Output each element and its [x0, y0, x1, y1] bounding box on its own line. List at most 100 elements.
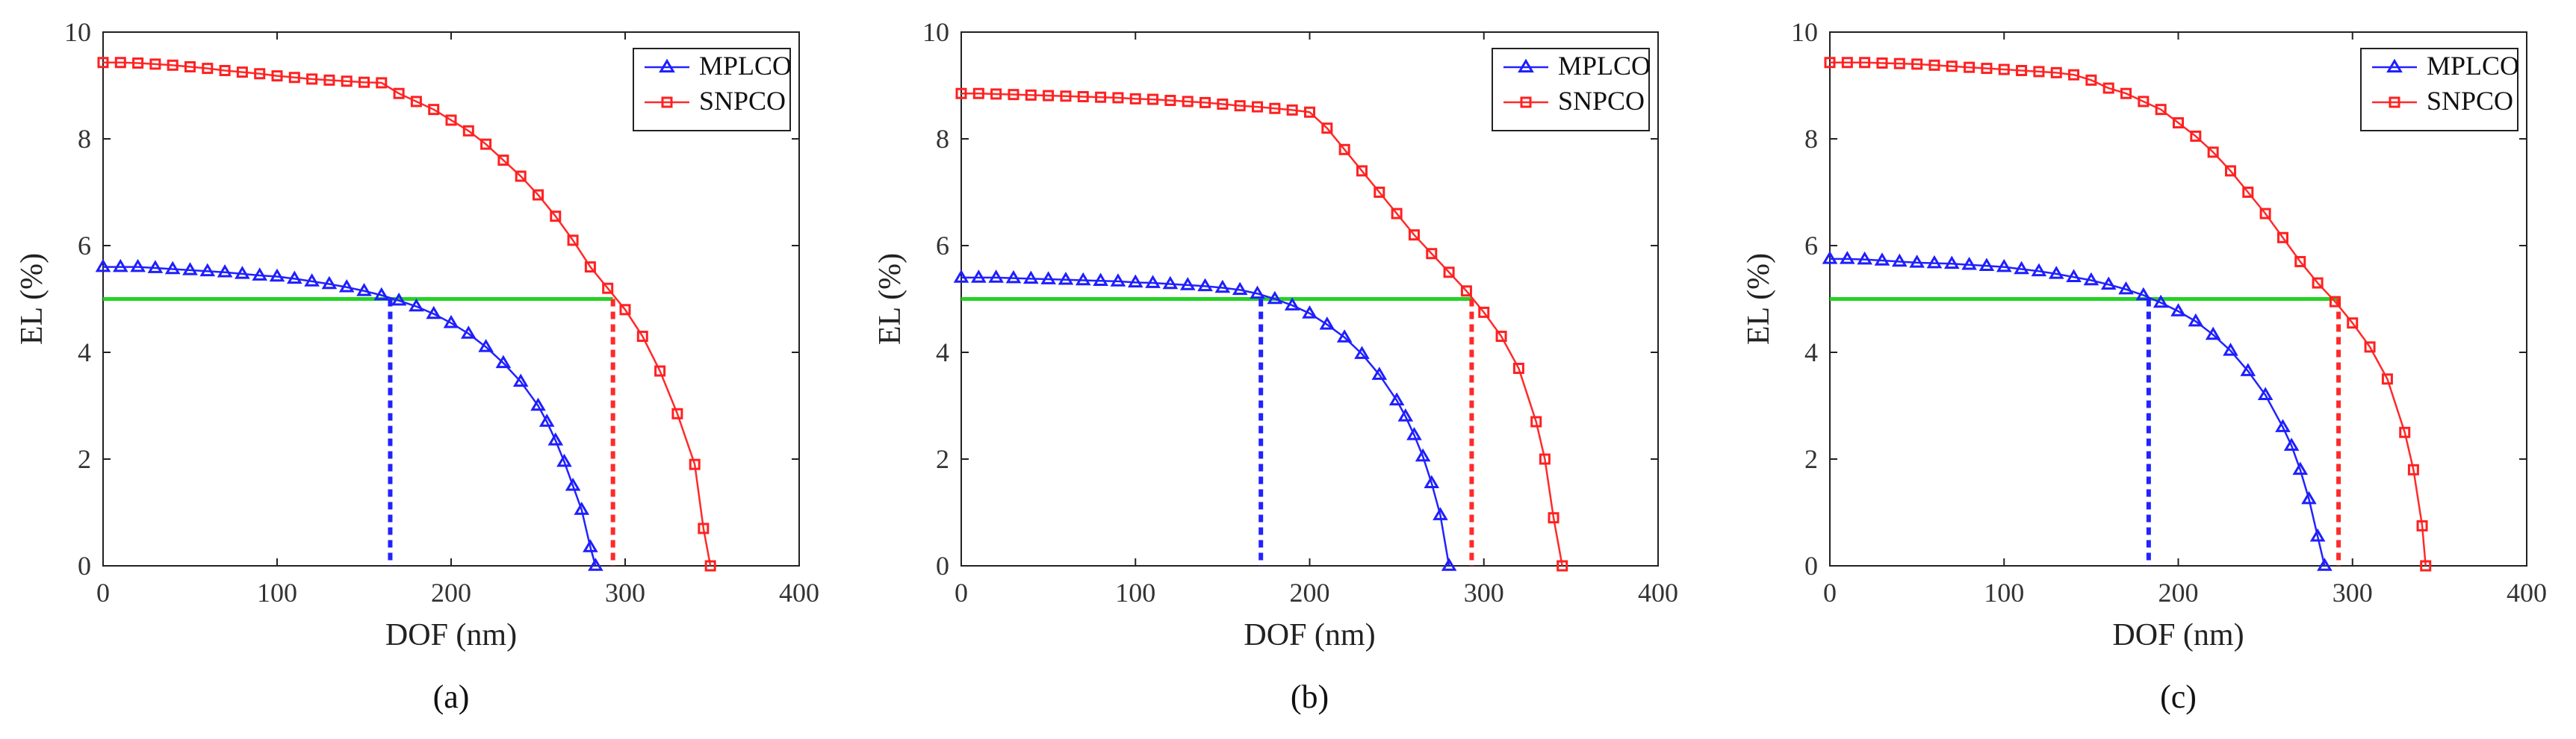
snpco-point	[2102, 82, 2114, 94]
mplco-point	[2066, 269, 2082, 282]
snpco-point	[1095, 91, 1107, 103]
y-tick-label: 6	[1804, 231, 1818, 261]
y-tick-label: 0	[78, 551, 91, 581]
legend-mplco-marker	[2386, 58, 2403, 73]
mplco-point	[460, 325, 477, 339]
mplco-point	[1909, 255, 1925, 268]
mplco-point	[565, 477, 581, 491]
snpco-point	[671, 408, 683, 420]
x-tick-label: 200	[1290, 578, 1330, 608]
y-tick-label: 8	[78, 124, 91, 154]
snpco-point	[584, 261, 596, 273]
snpco-point	[2407, 464, 2419, 475]
x-tick-label: 100	[1115, 578, 1155, 608]
mplco-point	[1961, 256, 1977, 270]
mplco-point	[164, 261, 181, 275]
mplco-point	[1267, 290, 1283, 305]
mplco-series-line	[103, 266, 597, 567]
snpco-point	[497, 155, 509, 166]
mplco-point	[1857, 251, 1872, 265]
snpco-point	[689, 458, 701, 470]
y-tick-label: 10	[64, 17, 91, 47]
mplco-point	[1874, 252, 1890, 266]
snpco-point	[2016, 64, 2028, 76]
snpco-point	[2276, 231, 2288, 243]
snpco-point	[1946, 60, 1958, 72]
x-tick-label: 400	[779, 578, 819, 608]
mplco-point	[1214, 279, 1231, 293]
snpco-point	[1199, 96, 1211, 108]
y-tick-label: 8	[936, 124, 949, 154]
snpco-point	[2068, 69, 2080, 81]
snpco-point	[1443, 266, 1455, 278]
mplco-point	[1179, 277, 1196, 290]
mplco-point	[391, 292, 407, 306]
mplco-point	[1162, 275, 1179, 290]
mplco-point	[1822, 251, 1838, 264]
snpco-point	[254, 68, 266, 80]
snpco-point	[636, 331, 648, 343]
snpco-point	[2420, 560, 2432, 572]
mplco-point	[1433, 507, 1448, 520]
snpco-point	[1129, 93, 1141, 105]
chart-panel-b: 0 100 200 300 400 0 2 4 6 8 10 DOF (nm) EL (%) MPLCO S…	[873, 17, 1678, 715]
snpco-point	[972, 87, 984, 99]
snpco-point	[2138, 96, 2150, 107]
snpco-point	[2085, 74, 2097, 86]
mplco-point	[1891, 253, 1908, 267]
mplco-point	[2301, 490, 2317, 505]
snpco-point	[1824, 57, 1836, 69]
mplco-point	[530, 397, 546, 411]
mplco-point	[574, 502, 590, 515]
mplco-point	[130, 258, 146, 272]
x-tick-label: 300	[605, 578, 645, 608]
mplco-point	[2100, 276, 2117, 290]
mplco-point	[1397, 408, 1414, 422]
snpco-point	[1164, 95, 1176, 107]
mplco-point	[1075, 272, 1091, 286]
snpco-point	[149, 58, 161, 70]
mplco-point	[588, 558, 603, 571]
x-tick-label: 200	[2158, 578, 2199, 608]
snpco-point	[1008, 89, 1019, 101]
x-tick-label: 300	[2333, 578, 2373, 608]
mplco-point	[1093, 272, 1108, 286]
snpco-point	[698, 523, 710, 534]
snpco-series-line	[103, 61, 712, 567]
snpco-point	[1893, 57, 1905, 69]
legend-label-mplco: MPLCO	[1558, 51, 1651, 81]
snpco-point	[2155, 104, 2167, 116]
mplco-point	[512, 373, 529, 387]
snpco-point	[1408, 229, 1420, 241]
snpco-point	[288, 72, 300, 84]
snpco-point	[1539, 453, 1551, 465]
snpco-point	[97, 57, 109, 69]
snpco-point	[1876, 57, 1888, 69]
x-tick-label: 0	[955, 578, 968, 608]
snpco-point	[410, 96, 422, 107]
mplco-point	[1406, 427, 1422, 440]
snpco-point	[2242, 187, 2254, 198]
y-tick-label: 6	[78, 231, 91, 261]
x-axis-label: DOF (nm)	[385, 618, 517, 652]
snpco-point	[1998, 63, 2010, 75]
snpco-point	[2312, 277, 2324, 289]
snpco-point	[1981, 63, 1993, 75]
legend-box	[1492, 48, 1650, 131]
mplco-point	[583, 539, 598, 552]
legend: MPLCO SNPCO	[1492, 48, 1651, 131]
snpco-point	[619, 304, 631, 316]
snpco-point	[1025, 89, 1037, 101]
mplco-point	[1284, 297, 1300, 311]
mplco-point	[2083, 272, 2099, 286]
legend: MPLCO SNPCO	[2360, 48, 2519, 131]
legend: MPLCO SNPCO	[633, 48, 792, 131]
mplco-point	[1005, 269, 1022, 284]
legend-label-mplco: MPLCO	[699, 51, 792, 81]
snpco-point	[2347, 317, 2359, 329]
mplco-point	[2014, 261, 2029, 275]
snpco-point	[202, 63, 214, 75]
y-tick-label: 2	[1804, 444, 1818, 474]
mplco-point	[1127, 274, 1143, 288]
